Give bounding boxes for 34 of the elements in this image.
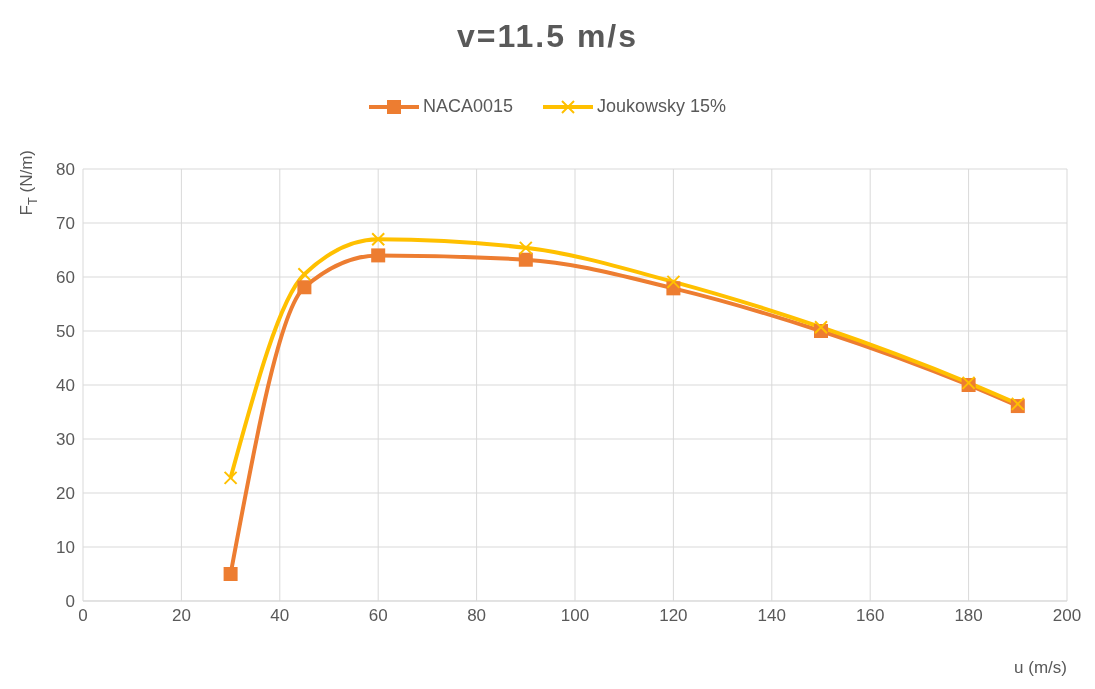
y-tick-label: 60 (56, 268, 75, 288)
y-tick-label: 30 (56, 430, 75, 450)
point (518, 240, 533, 255)
point (223, 470, 238, 485)
x-tick-label: 100 (560, 606, 590, 626)
x-tick-label: 0 (78, 606, 88, 626)
x-tick-label: 80 (467, 606, 487, 626)
point (297, 267, 312, 282)
x-tick-label: 120 (659, 606, 688, 626)
y-tick-label: 10 (56, 538, 75, 558)
x-tick-label: 140 (757, 606, 786, 626)
x-tick-label: 60 (368, 606, 388, 626)
y-tick-label: 80 (56, 160, 75, 180)
x-tick-label: 40 (270, 606, 290, 626)
x-tick-label: 160 (856, 606, 885, 626)
point (371, 232, 386, 247)
x-tick-label: 200 (1052, 606, 1082, 626)
legend-label: Joukowsky 15% (597, 96, 727, 117)
x-tick-label: 20 (171, 606, 191, 626)
x-axis-title: u (m/s) (1014, 658, 1067, 677)
y-tick-label: 50 (56, 322, 75, 342)
point (518, 252, 533, 267)
y-tick-label: 20 (56, 484, 75, 504)
y-tick-label: 0 (65, 592, 75, 612)
point (666, 274, 681, 289)
x-tick-label: 180 (954, 606, 983, 626)
legend-label: NACA0015 (422, 96, 513, 117)
point (297, 280, 312, 295)
point (814, 320, 828, 335)
chart-title: v=11.5 m/s (456, 18, 639, 55)
point (371, 248, 386, 263)
point (223, 567, 238, 581)
y-tick-label: 40 (56, 376, 75, 396)
y-tick-label: 70 (56, 214, 75, 234)
